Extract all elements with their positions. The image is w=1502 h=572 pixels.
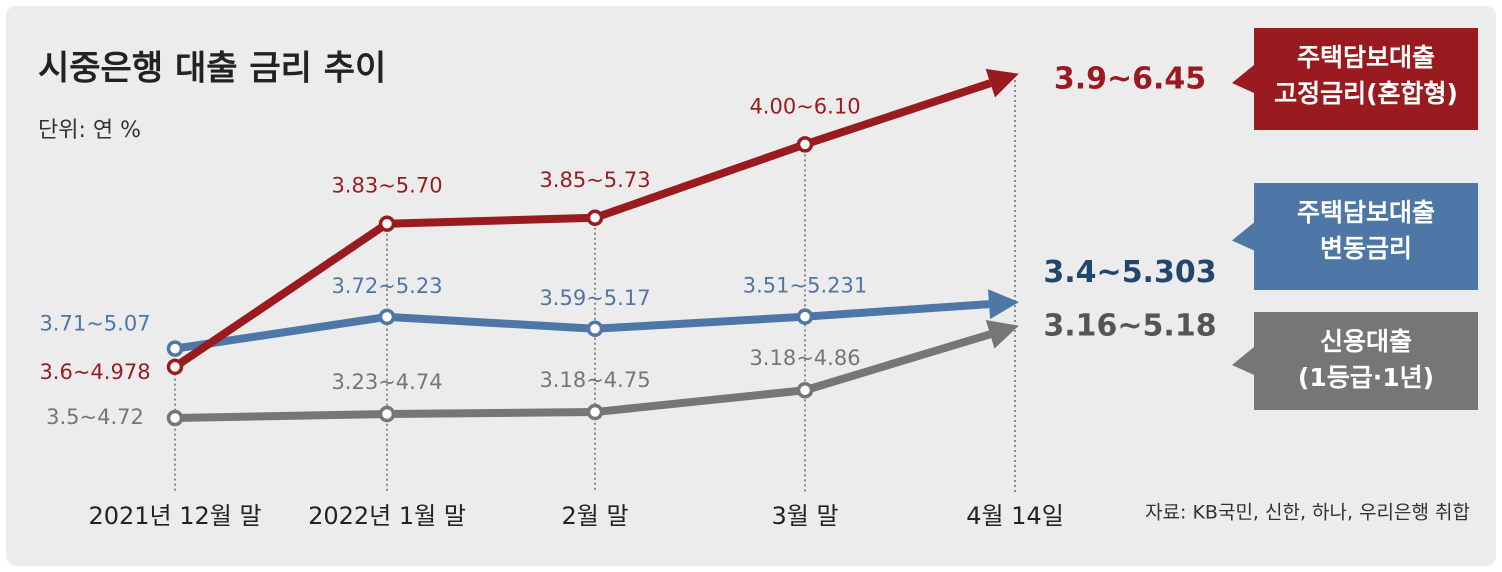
point-marker <box>378 215 396 232</box>
point-marker <box>586 403 604 421</box>
data-label: 3.51~5.231 <box>743 274 867 298</box>
point-marker <box>796 381 814 399</box>
unit-note: 단위: 연 % <box>38 118 141 143</box>
data-label: 3.9~6.45 <box>1054 62 1206 97</box>
data-label: 3.16~5.18 <box>1043 308 1216 343</box>
legend-entry: 신용대출 (1등급·1년) <box>1254 312 1478 410</box>
legend-entry: 주택담보대출 변동금리 <box>1254 183 1478 290</box>
x-tick-label: 2월 말 <box>561 502 628 530</box>
data-label: 3.18~4.86 <box>749 346 860 370</box>
legend-pointer <box>1232 65 1254 93</box>
point-marker <box>166 358 184 376</box>
data-label: 3.6~4.978 <box>39 360 150 384</box>
data-label: 3.85~5.73 <box>539 168 650 192</box>
point-marker <box>796 308 814 325</box>
data-label: 3.83~5.70 <box>331 174 442 198</box>
data-label: 3.23~4.74 <box>331 370 442 394</box>
point-marker <box>586 209 604 227</box>
point-marker <box>586 320 604 338</box>
data-label: 3.71~5.07 <box>39 312 150 336</box>
data-label: 3.18~4.75 <box>539 368 650 392</box>
point-marker <box>166 340 184 357</box>
arrow-head <box>985 319 1019 349</box>
point-marker <box>796 136 814 153</box>
legend-entry: 주택담보대출 고정금리(혼합형) <box>1254 28 1478 130</box>
point-marker <box>166 409 184 427</box>
point-marker <box>378 308 396 326</box>
x-tick-label: 2022년 1월 말 <box>308 502 466 530</box>
x-tick-label: 3월 말 <box>771 502 838 530</box>
data-label: 3.59~5.17 <box>539 286 650 310</box>
legend-pointer <box>1232 222 1254 251</box>
data-label: 3.72~5.23 <box>331 274 442 298</box>
point-marker <box>378 405 396 423</box>
arrow-head <box>985 68 1019 98</box>
source: 자료: KB국민, 신한, 하나, 우리은행 취합 <box>1145 502 1470 524</box>
background <box>6 6 1496 566</box>
x-tick-label: 4월 14일 <box>966 502 1064 530</box>
x-tick-label: 2021년 12월 말 <box>88 502 261 530</box>
data-label: 3.4~5.303 <box>1043 255 1216 290</box>
data-label: 3.5~4.72 <box>46 405 144 429</box>
legend-pointer <box>1232 347 1254 375</box>
arrow-head <box>988 289 1019 320</box>
chart-title: 시중은행 대출 금리 추이 <box>38 49 386 89</box>
data-label: 4.00~6.10 <box>749 94 860 118</box>
